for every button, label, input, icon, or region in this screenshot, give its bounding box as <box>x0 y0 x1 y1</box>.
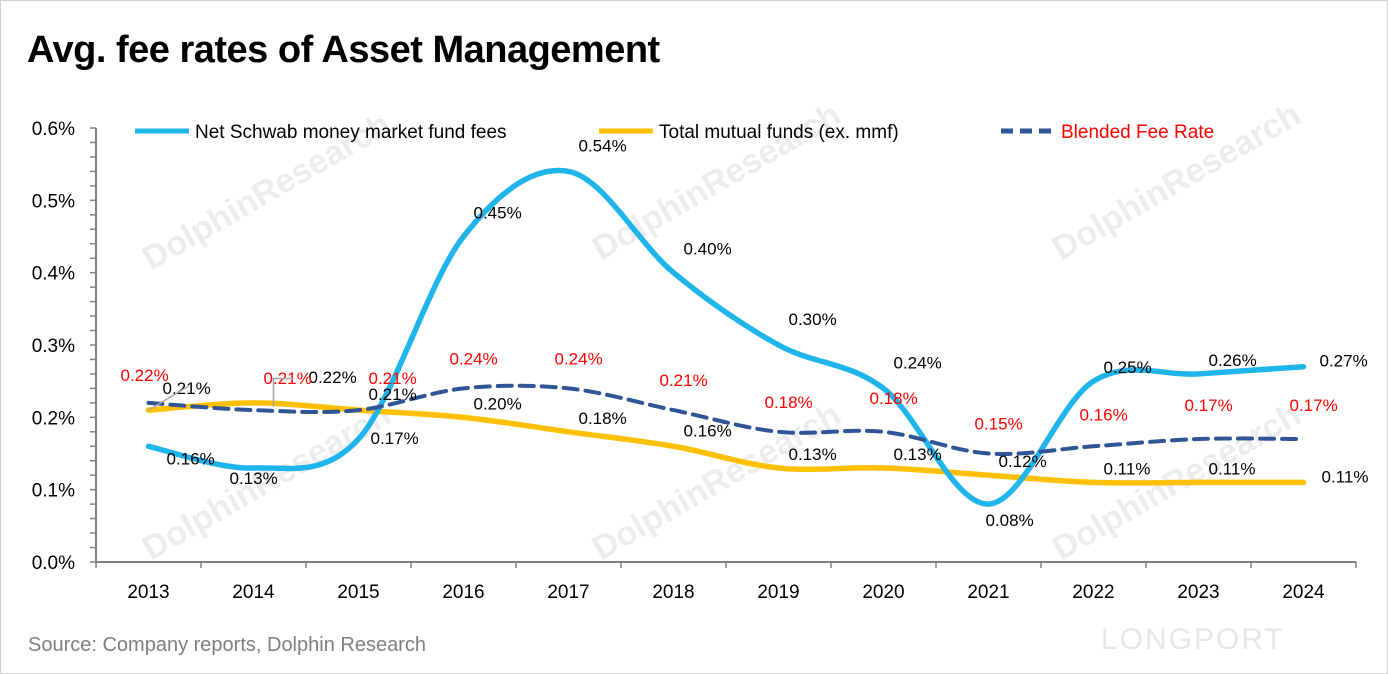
y-tick-label: 0.5% <box>32 191 75 212</box>
data-label: 0.30% <box>789 310 837 329</box>
legend-label-0: Net Schwab money market fund fees <box>195 122 507 143</box>
data-label: 0.16% <box>167 449 215 468</box>
data-label: 0.13% <box>789 445 837 464</box>
chart-title: Avg. fee rates of Asset Management <box>27 29 660 71</box>
data-label: 0.11% <box>1104 459 1151 478</box>
y-tick-label: 0.4% <box>32 264 75 285</box>
data-label: 0.17% <box>1290 396 1338 415</box>
data-label: 0.12% <box>999 452 1047 471</box>
source-note: Source: Company reports, Dolphin Researc… <box>28 634 426 656</box>
y-tick-label: 0.0% <box>32 553 75 574</box>
x-tick-label: 2016 <box>442 582 484 603</box>
series-line-2 <box>146 383 1306 456</box>
data-label: 0.17% <box>1185 396 1233 415</box>
y-tick-label: 0.6% <box>32 119 75 140</box>
data-label: 0.18% <box>579 409 627 428</box>
x-tick-label: 2024 <box>1282 582 1325 603</box>
data-label: 0.45% <box>474 204 522 223</box>
data-label: 0.16% <box>1080 405 1128 424</box>
data-label: 0.54% <box>579 136 627 155</box>
data-label: 0.18% <box>765 393 813 412</box>
data-label: 0.17% <box>371 429 419 448</box>
series-line-0 <box>145 167 1307 507</box>
data-label: 0.21% <box>369 385 417 404</box>
y-tick-label: 0.2% <box>32 408 75 429</box>
data-label: 0.24% <box>555 349 603 368</box>
data-label: 0.11% <box>1209 459 1256 478</box>
y-tick-label: 0.3% <box>32 336 75 357</box>
data-label: 0.11% <box>1322 467 1369 486</box>
x-tick-label: 2013 <box>127 582 169 603</box>
x-tick-label: 2023 <box>1177 582 1219 603</box>
data-label: 0.18% <box>870 389 918 408</box>
x-tick-label: 2018 <box>652 582 694 603</box>
leader-line <box>148 385 189 411</box>
data-label: 0.20% <box>474 394 522 413</box>
x-tick-label: 2021 <box>967 582 1009 603</box>
leader-line <box>272 377 294 407</box>
data-label: 0.22% <box>121 366 169 385</box>
data-label: 0.16% <box>684 421 732 440</box>
x-tick-label: 2019 <box>757 582 799 603</box>
data-label: 0.15% <box>975 415 1023 434</box>
logo-text: LONGPORT <box>1101 623 1285 656</box>
data-label: 0.21% <box>369 369 417 388</box>
legend-label-2: Blended Fee Rate <box>1061 122 1214 143</box>
x-tick-label: 2020 <box>862 582 904 603</box>
data-label: 0.21% <box>163 379 211 398</box>
data-label: 0.13% <box>894 445 942 464</box>
data-label: 0.24% <box>894 353 942 372</box>
legend-label-1: Total mutual funds (ex. mmf) <box>659 122 899 143</box>
data-label: 0.22% <box>309 368 357 387</box>
data-label: 0.08% <box>986 511 1034 530</box>
data-label: 0.24% <box>450 349 498 368</box>
data-label: 0.26% <box>1209 351 1257 370</box>
x-tick-label: 2017 <box>547 582 589 603</box>
data-label: 0.13% <box>230 469 278 488</box>
x-tick-label: 2015 <box>337 582 379 603</box>
data-label: 0.25% <box>1104 358 1152 377</box>
data-label: 0.40% <box>684 240 732 259</box>
data-label: 0.27% <box>1320 352 1368 371</box>
x-tick-label: 2014 <box>232 582 275 603</box>
x-tick-label: 2022 <box>1072 582 1114 603</box>
longport-logo: LONGPORT <box>1101 623 1285 657</box>
data-label: 0.21% <box>660 371 708 390</box>
y-tick-label: 0.1% <box>32 481 75 502</box>
